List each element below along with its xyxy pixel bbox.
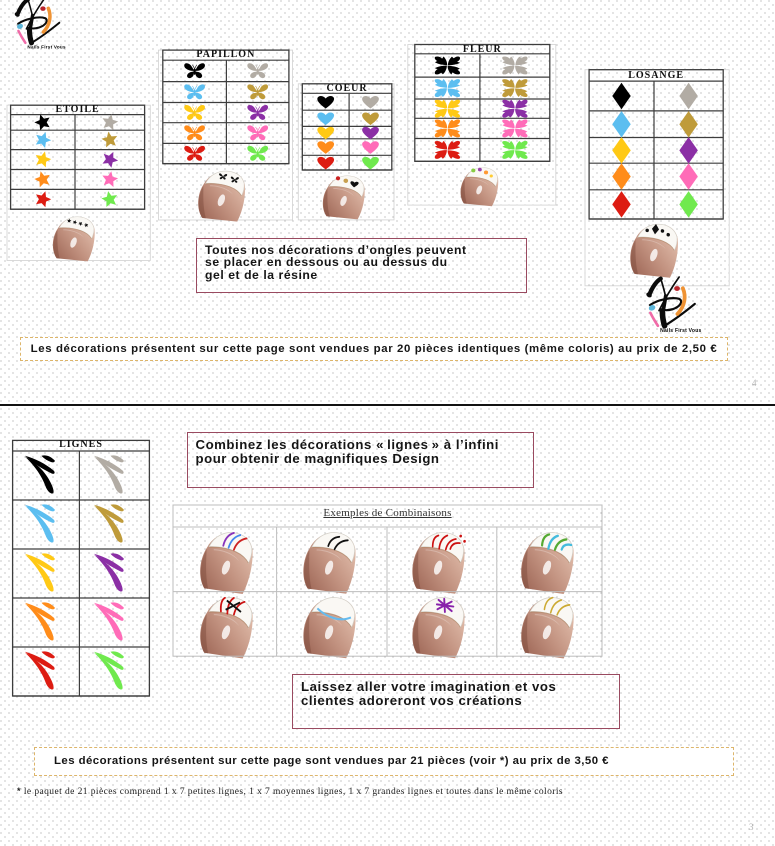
svg-text:Nails First Vous: Nails First Vous: [27, 44, 66, 49]
svg-text:Nails First Vous: Nails First Vous: [660, 328, 701, 334]
